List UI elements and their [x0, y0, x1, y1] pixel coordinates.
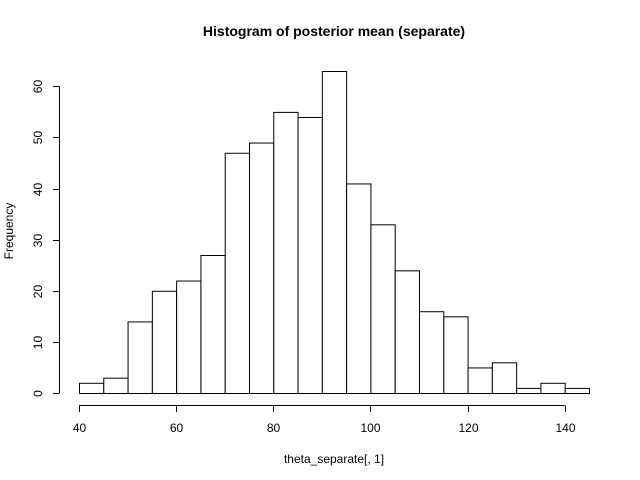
x-tick-label-0: 40 [73, 421, 87, 435]
histogram-bar-18 [516, 387, 542, 394]
histogram-bar-9 [297, 117, 323, 394]
histogram-bar-10 [321, 71, 348, 394]
y-tick-label-1: 10 [31, 336, 45, 350]
histogram-bar-7 [249, 142, 275, 394]
x-tick-label-2: 80 [267, 421, 281, 435]
histogram-bar-6 [224, 152, 250, 394]
x-axis-label: theta_separate[, 1] [284, 452, 384, 466]
x-tick-label-4: 120 [458, 421, 478, 435]
histogram-bar-5 [200, 255, 226, 394]
histogram-bar-19 [540, 382, 566, 394]
y-tick-label-6: 60 [31, 80, 45, 94]
histogram-bar-13 [394, 270, 421, 395]
x-tick-label-1: 60 [170, 421, 184, 435]
histogram-bar-20 [564, 387, 591, 394]
histogram-bar-11 [346, 183, 372, 394]
histogram-bar-3 [151, 290, 178, 394]
histogram-bar-16 [467, 367, 493, 395]
y-axis: 0 10 20 30 40 50 60 [31, 80, 60, 397]
histogram-bar-4 [176, 280, 202, 394]
y-tick-label-4: 40 [31, 183, 45, 197]
histogram-bar-12 [370, 224, 396, 394]
chart-title: Histogram of posterior mean (separate) [203, 23, 465, 39]
y-tick-label-3: 30 [31, 234, 45, 248]
x-tick-label-3: 100 [360, 421, 380, 435]
histogram-bar-8 [273, 111, 299, 394]
histogram-bar-14 [419, 311, 445, 395]
y-tick-label-5: 50 [31, 131, 45, 145]
y-tick-label-0: 0 [31, 390, 45, 397]
x-axis: 40 60 80 100 120 140 [73, 405, 576, 435]
histogram-bar-17 [491, 362, 518, 395]
histogram-bar-2 [127, 321, 153, 395]
histogram-bar-15 [443, 316, 469, 395]
bars-group [79, 71, 591, 395]
x-tick-label-5: 140 [555, 421, 575, 435]
histogram-bar-0 [79, 382, 105, 394]
y-axis-label: Frequency [2, 203, 16, 260]
histogram-bar-1 [103, 377, 129, 394]
y-tick-label-2: 20 [31, 285, 45, 299]
